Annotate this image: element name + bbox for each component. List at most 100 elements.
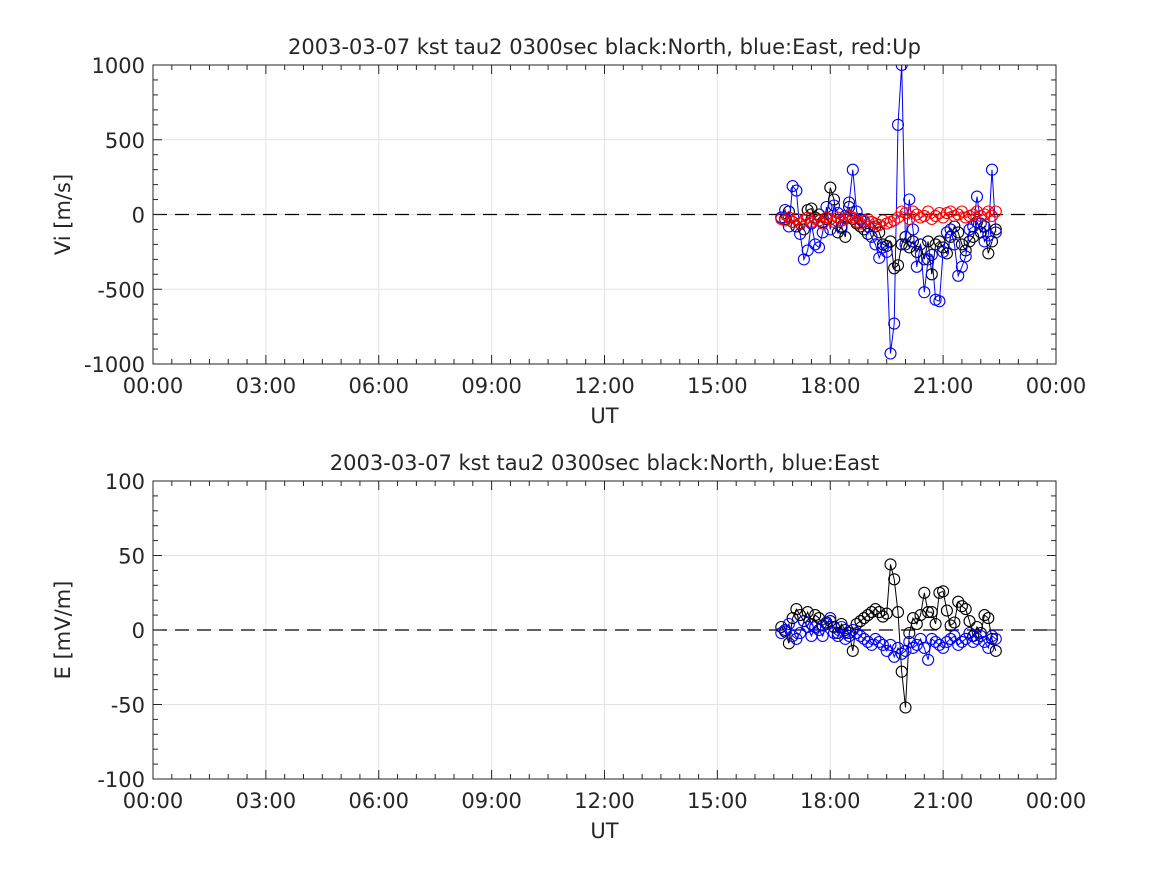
- data-point-east: [959, 250, 972, 263]
- data-point-north: [910, 245, 923, 258]
- x-tick-label: 06:00: [348, 374, 409, 398]
- data-point-north: [937, 585, 950, 598]
- data-point-east: [786, 629, 799, 643]
- data-point-east: [985, 163, 999, 176]
- data-point-north: [944, 619, 957, 632]
- data-point-up: [873, 218, 886, 232]
- data-point-north: [854, 615, 867, 628]
- data-point-north: [865, 606, 878, 619]
- data-point-east: [899, 238, 912, 251]
- data-point-east: [982, 641, 995, 654]
- x-tick-label: 00:00: [1026, 374, 1087, 398]
- data-point-east: [876, 241, 889, 254]
- data-point-east: [880, 245, 893, 258]
- data-point-up: [989, 205, 1002, 218]
- data-point-north: [858, 223, 871, 236]
- data-point-east: [884, 347, 897, 360]
- data-point-up: [985, 209, 999, 223]
- x-tick-label: 15:00: [687, 374, 748, 398]
- x-tick-label: 12:00: [574, 789, 635, 813]
- data-point-east: [982, 229, 995, 242]
- data-point-east: [925, 248, 938, 261]
- data-point-east: [782, 220, 795, 233]
- data-point-east: [967, 220, 980, 233]
- data-point-north: [891, 259, 905, 272]
- data-point-east: [801, 244, 814, 257]
- data-point-north: [963, 615, 976, 628]
- data-point-north: [831, 226, 844, 239]
- x-tick-label: 00:00: [123, 374, 184, 398]
- data-point-up: [801, 211, 814, 224]
- y-axis-label: Vi [m/s]: [51, 174, 75, 255]
- data-point-east: [944, 632, 957, 645]
- data-point-up: [978, 208, 991, 221]
- y-tick-label: 0: [132, 204, 145, 228]
- x-tick-label: 21:00: [913, 789, 974, 813]
- data-point-north: [824, 615, 837, 628]
- data-point-north: [903, 626, 916, 640]
- data-point-east: [891, 118, 905, 131]
- data-point-north: [982, 247, 995, 260]
- data-point-east: [794, 626, 807, 640]
- data-point-up: [929, 209, 942, 223]
- data-point-north: [884, 558, 897, 571]
- data-point-east: [978, 235, 991, 248]
- data-point-east: [895, 647, 908, 660]
- data-point-east: [985, 629, 999, 643]
- data-point-east: [827, 199, 841, 212]
- data-point-east: [820, 617, 833, 631]
- data-point-east: [940, 635, 953, 648]
- y-tick-label: -500: [97, 278, 145, 302]
- data-point-east: [846, 163, 859, 176]
- data-point-north: [850, 617, 863, 631]
- data-point-north: [929, 617, 942, 631]
- data-point-east: [933, 295, 946, 308]
- data-point-north: [952, 595, 965, 608]
- data-point-east: [978, 635, 991, 648]
- data-point-east: [824, 612, 837, 625]
- data-point-north: [888, 573, 901, 586]
- data-point-up: [782, 211, 795, 224]
- data-point-east: [948, 238, 961, 251]
- data-point-north: [824, 181, 837, 194]
- data-point-north: [906, 612, 920, 625]
- y-tick-label: 1000: [92, 54, 145, 78]
- data-point-north: [948, 616, 961, 629]
- data-point-east: [827, 626, 841, 640]
- data-point-north: [794, 609, 807, 622]
- data-point-up: [888, 214, 901, 227]
- data-point-east: [891, 641, 905, 654]
- data-point-north: [790, 603, 803, 616]
- x-axis-label: UT: [590, 404, 618, 428]
- data-point-north: [963, 235, 976, 248]
- data-point-east: [914, 238, 927, 251]
- data-point-east: [880, 644, 893, 657]
- data-point-east: [790, 632, 803, 645]
- data-point-east: [854, 629, 867, 643]
- data-point-east: [925, 632, 938, 645]
- data-point-east: [895, 65, 908, 72]
- x-tick-label: 00:00: [123, 789, 184, 813]
- data-point-east: [786, 180, 799, 193]
- chart-title: 2003-03-07 kst tau2 0300sec black:North,…: [288, 35, 921, 59]
- data-point-east: [906, 223, 920, 236]
- data-point-north: [906, 235, 920, 248]
- efield-panel: 00:00 03:00 06:00 09:00 12:00 15:00 18:00 21:00…: [51, 451, 1086, 843]
- data-point-east: [888, 317, 901, 330]
- data-point-north: [888, 262, 901, 275]
- data-point-east: [933, 638, 946, 651]
- data-point-east: [775, 626, 788, 640]
- x-tick-label: 18:00: [800, 789, 861, 813]
- data-point-north: [891, 606, 905, 619]
- data-point-north: [899, 701, 912, 714]
- data-point-east: [839, 209, 852, 223]
- data-point-north: [989, 644, 1002, 657]
- data-point-up: [839, 212, 852, 226]
- data-point-east: [779, 623, 792, 637]
- data-point-north: [835, 617, 848, 631]
- data-point-east: [873, 251, 886, 264]
- data-point-east: [809, 238, 822, 251]
- data-point-east: [869, 632, 882, 645]
- data-point-north: [797, 223, 810, 236]
